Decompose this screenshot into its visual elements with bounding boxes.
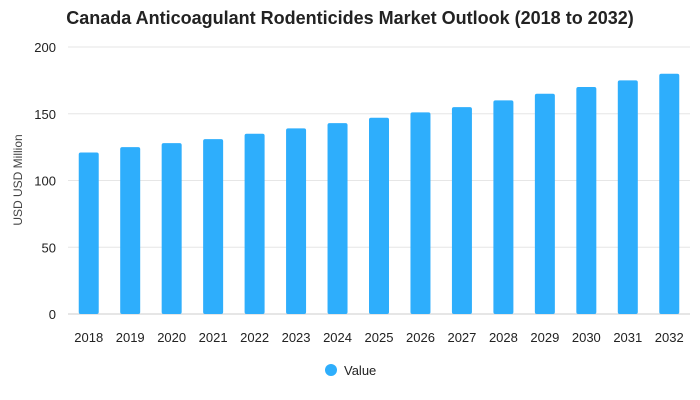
x-tick-label: 2022	[240, 330, 269, 345]
x-tick-label: 2029	[530, 330, 559, 345]
x-tick-label: 2031	[613, 330, 642, 345]
x-tick-label: 2025	[365, 330, 394, 345]
y-tick-label: 50	[42, 240, 56, 255]
legend-label-value: Value	[344, 363, 376, 378]
bar-2026[interactable]	[410, 112, 431, 314]
y-tick-label: 200	[34, 40, 56, 55]
bar-2032[interactable]	[659, 73, 680, 314]
bar-2029[interactable]	[534, 93, 555, 314]
x-tick-label: 2027	[447, 330, 476, 345]
bar-2028[interactable]	[493, 100, 514, 315]
bar-2019[interactable]	[120, 147, 141, 314]
bar-2018[interactable]	[78, 152, 99, 314]
x-tick-label: 2020	[157, 330, 186, 345]
bar-2027[interactable]	[451, 107, 472, 314]
bar-2023[interactable]	[286, 128, 307, 314]
x-tick-label: 2024	[323, 330, 352, 345]
bar-2030[interactable]	[576, 87, 597, 314]
bar-2031[interactable]	[617, 80, 638, 314]
x-tick-label: 2028	[489, 330, 518, 345]
x-tick-label: 2030	[572, 330, 601, 345]
bars	[78, 73, 680, 315]
chart-title: Canada Anticoagulant Rodenticides Market…	[66, 8, 634, 28]
y-axis-title: USD USD Million	[11, 134, 25, 225]
y-tick-label: 150	[34, 107, 56, 122]
x-tick-label: 2021	[199, 330, 228, 345]
bar-2021[interactable]	[203, 139, 224, 314]
bar-2022[interactable]	[244, 133, 265, 314]
legend-swatch	[325, 364, 337, 376]
x-tick-label: 2032	[655, 330, 684, 345]
x-tick-label: 2019	[116, 330, 145, 345]
y-tick-label: 100	[34, 174, 56, 189]
y-tick-label: 0	[49, 307, 56, 322]
legend[interactable]: Value	[325, 363, 376, 378]
x-tick-label: 2023	[282, 330, 311, 345]
y-axis-ticks: 0 50 100 150 200	[34, 40, 56, 322]
bar-2020[interactable]	[161, 143, 182, 314]
bar-2025[interactable]	[369, 117, 389, 314]
x-axis-ticks: 2018 2019 2020 2021 2022 2023 2024 2025 2026 2027…	[74, 330, 683, 345]
x-tick-label: 2026	[406, 330, 435, 345]
bar-2024[interactable]	[327, 123, 348, 314]
x-tick-label: 2018	[74, 330, 103, 345]
